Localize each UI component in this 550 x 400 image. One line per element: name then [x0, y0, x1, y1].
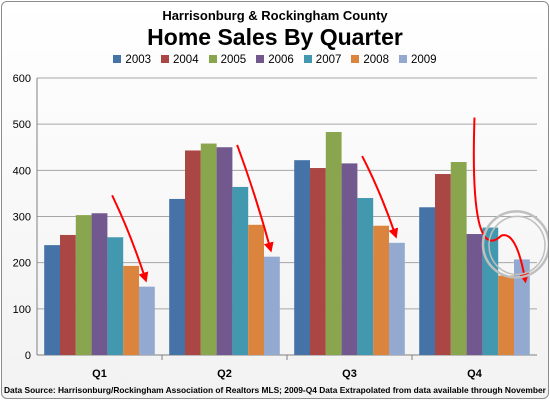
highlight-circle — [481, 210, 548, 279]
bar — [357, 198, 374, 355]
bar — [91, 213, 108, 355]
bar — [389, 242, 405, 355]
bar — [264, 256, 280, 355]
trend-arrow — [472, 117, 529, 284]
bar — [139, 286, 155, 355]
legend-swatch — [208, 55, 217, 63]
legend-label: 2003 — [125, 54, 152, 66]
highlight-circle — [488, 215, 546, 276]
x-tick-label: Q2 — [217, 368, 232, 380]
legend-item: 2005 — [208, 54, 247, 66]
data-source-note: Data Source: Harrisonburg/Rockingham Ass… — [4, 385, 549, 395]
bar — [185, 150, 201, 355]
bar — [419, 207, 435, 355]
bar — [216, 147, 233, 355]
bar — [450, 162, 467, 355]
y-tick-label: 200 — [13, 258, 31, 270]
legend-swatch — [398, 55, 407, 63]
y-tick-label: 300 — [13, 212, 31, 224]
legend-label: 2005 — [220, 54, 247, 66]
chart-legend: 2003 2004 2005 2006 2007 2008 2009 — [2, 54, 548, 66]
bar — [232, 186, 249, 355]
legend-swatch — [351, 55, 360, 63]
bar — [248, 224, 264, 355]
legend-item: 2007 — [303, 54, 342, 66]
bar — [75, 215, 92, 355]
chart-subtitle: Harrisonburg & Rockingham County — [162, 8, 388, 23]
bar — [44, 245, 60, 355]
legend-swatch — [161, 55, 170, 63]
y-tick-label: 0 — [25, 350, 31, 362]
legend-item: 2009 — [398, 54, 437, 66]
legend-label: 2006 — [268, 54, 294, 66]
bar — [123, 265, 139, 355]
bar — [373, 225, 389, 355]
bar — [482, 227, 499, 355]
y-tick-label: 500 — [13, 119, 31, 131]
bar — [498, 275, 514, 355]
legend-item: 2006 — [256, 54, 294, 66]
legend-swatch — [303, 55, 312, 63]
y-tick-label: 400 — [13, 165, 31, 177]
bar — [435, 174, 451, 355]
legend-label: 2004 — [173, 54, 199, 66]
trend-arrow — [361, 155, 399, 239]
legend-swatch — [113, 55, 122, 63]
bar — [60, 234, 76, 355]
bar — [107, 237, 124, 355]
bar — [325, 132, 342, 355]
bar — [466, 234, 483, 355]
legend-item: 2003 — [113, 54, 151, 66]
trend-arrow — [111, 194, 149, 283]
legend-label: 2009 — [410, 54, 437, 66]
legend-swatch — [256, 55, 265, 63]
x-tick-label: Q3 — [342, 368, 357, 380]
bar — [294, 160, 310, 355]
bar — [200, 143, 217, 355]
bar — [310, 168, 326, 355]
legend-label: 2008 — [363, 54, 389, 66]
x-tick-label: Q1 — [92, 368, 107, 380]
legend-item: 2004 — [161, 54, 199, 66]
y-tick-label: 100 — [13, 304, 31, 316]
chart-title: Home Sales By Quarter — [147, 24, 403, 50]
bar — [169, 198, 185, 355]
bar — [341, 163, 358, 355]
trend-arrow — [236, 144, 274, 253]
x-tick-label: Q4 — [467, 368, 483, 380]
legend-item: 2008 — [351, 54, 389, 66]
legend-label: 2007 — [315, 54, 342, 66]
y-tick-label: 600 — [13, 73, 31, 85]
